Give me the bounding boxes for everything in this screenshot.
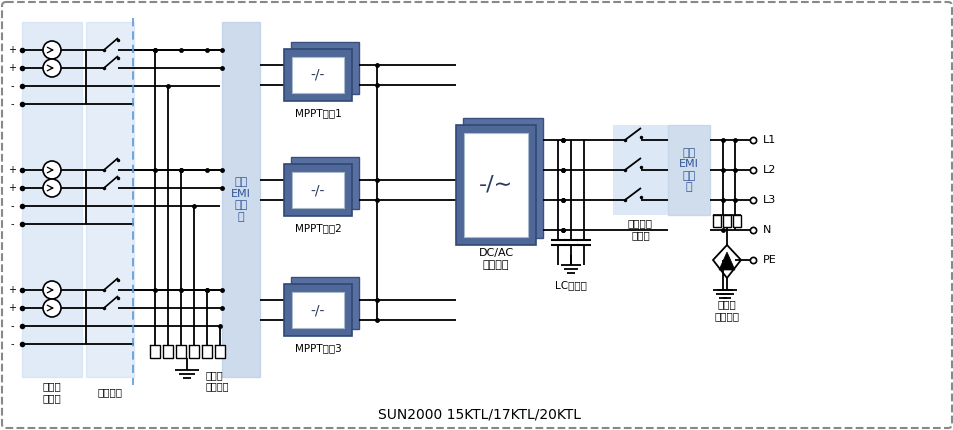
Bar: [712, 215, 720, 227]
Bar: [202, 345, 212, 358]
Bar: [214, 345, 225, 358]
Text: 输入
EMI
滤波
器: 输入 EMI 滤波 器: [231, 177, 251, 222]
Text: DC/AC
逆变电路: DC/AC 逆变电路: [478, 248, 513, 270]
Bar: [456, 125, 536, 245]
Bar: [613, 125, 667, 215]
Bar: [292, 172, 344, 208]
Bar: [291, 277, 358, 329]
Bar: [291, 42, 358, 94]
Text: MPPT电路1: MPPT电路1: [294, 108, 341, 118]
Bar: [284, 49, 352, 101]
Text: -: -: [10, 201, 13, 211]
Text: 输入电
流检测: 输入电 流检测: [43, 381, 61, 403]
Text: MPPT电路2: MPPT电路2: [294, 223, 341, 233]
Circle shape: [43, 41, 61, 59]
Text: -: -: [10, 219, 13, 229]
Text: -: -: [10, 339, 13, 349]
Text: -: -: [10, 99, 13, 109]
Text: -/∼: -/∼: [478, 175, 513, 195]
Circle shape: [43, 281, 61, 299]
Text: L3: L3: [762, 195, 776, 205]
Bar: [86, 22, 133, 377]
Text: 输出隔离
继电器: 输出隔离 继电器: [627, 218, 652, 240]
Text: 直流开关: 直流开关: [97, 387, 122, 397]
Bar: [462, 118, 542, 238]
Text: -: -: [10, 321, 13, 331]
Text: +: +: [8, 183, 16, 193]
Bar: [284, 284, 352, 336]
Polygon shape: [719, 252, 734, 270]
Text: 直流浪
涌保护器: 直流浪 涌保护器: [205, 370, 229, 392]
Bar: [284, 164, 352, 216]
Text: N: N: [762, 225, 771, 235]
Text: +: +: [8, 45, 16, 55]
Bar: [667, 125, 709, 215]
Bar: [722, 215, 730, 227]
Bar: [292, 292, 344, 328]
Text: 交流浪
涌保护器: 交流浪 涌保护器: [714, 299, 739, 321]
Bar: [222, 22, 260, 377]
Text: -/-: -/-: [311, 183, 325, 197]
Text: MPPT电路3: MPPT电路3: [294, 343, 341, 353]
Bar: [732, 215, 740, 227]
Text: -/-: -/-: [311, 68, 325, 82]
Bar: [22, 22, 82, 377]
Text: +: +: [8, 63, 16, 73]
Circle shape: [43, 59, 61, 77]
Bar: [175, 345, 186, 358]
Text: PE: PE: [762, 255, 776, 265]
Text: L2: L2: [762, 165, 776, 175]
Bar: [150, 345, 160, 358]
Bar: [189, 345, 199, 358]
Text: -: -: [10, 81, 13, 91]
Text: SUN2000 15KTL/17KTL/20KTL: SUN2000 15KTL/17KTL/20KTL: [378, 408, 581, 422]
Bar: [163, 345, 172, 358]
Text: +: +: [8, 165, 16, 175]
Text: L1: L1: [762, 135, 776, 145]
Bar: [291, 157, 358, 209]
Circle shape: [43, 179, 61, 197]
Bar: [292, 57, 344, 93]
Bar: [463, 133, 527, 237]
Text: LC滤波器: LC滤波器: [555, 280, 586, 290]
Circle shape: [43, 299, 61, 317]
Text: -/-: -/-: [311, 303, 325, 317]
Circle shape: [43, 161, 61, 179]
Text: +: +: [8, 285, 16, 295]
Text: 输出
EMI
滤波
器: 输出 EMI 滤波 器: [679, 147, 699, 192]
Text: +: +: [8, 303, 16, 313]
